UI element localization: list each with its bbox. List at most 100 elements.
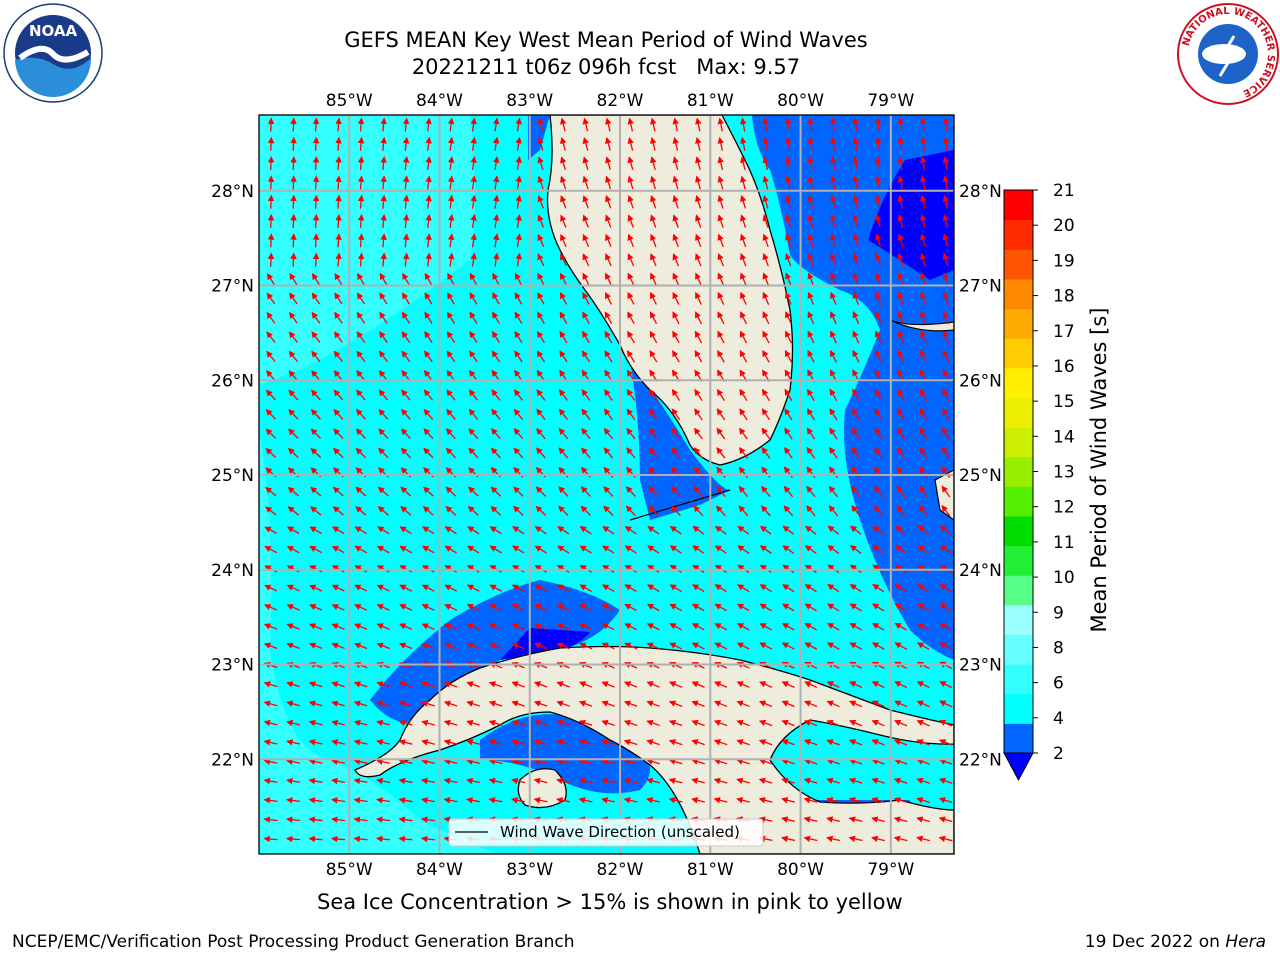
wind-wave-arrow	[717, 156, 724, 171]
wind-wave-arrow	[308, 739, 323, 746]
wind-wave-arrow	[623, 777, 638, 785]
wind-wave-arrow	[467, 526, 480, 535]
wind-wave-arrow	[309, 545, 323, 554]
wind-wave-arrow	[603, 408, 613, 421]
wind-wave-arrow	[737, 584, 750, 593]
wind-wave-arrow	[533, 758, 548, 765]
lon-labels-top: 85°W 84°W 83°W 82°W 81°W 80°W 79°W	[326, 91, 915, 111]
lon-tick-label: 79°W	[867, 860, 914, 880]
wind-wave-arrow	[402, 117, 410, 132]
wind-wave-arrow	[288, 389, 299, 401]
wind-wave-arrow	[826, 700, 840, 708]
wind-wave-arrow	[714, 545, 727, 554]
wind-wave-arrow	[601, 603, 615, 612]
wind-wave-arrow	[537, 253, 545, 267]
wind-wave-arrow	[265, 486, 277, 497]
wind-wave-arrow	[942, 136, 950, 151]
wind-wave-arrow	[872, 603, 885, 612]
wind-wave-arrow	[335, 194, 342, 209]
wind-wave-arrow	[263, 642, 278, 649]
wind-wave-arrow	[717, 136, 724, 151]
wind-wave-arrow	[288, 370, 299, 382]
wind-wave-arrow	[875, 291, 882, 305]
wind-wave-arrow	[331, 545, 345, 554]
wind-wave-arrow	[265, 428, 277, 439]
wind-wave-arrow	[875, 330, 882, 344]
wind-wave-arrow	[849, 584, 862, 593]
wind-wave-arrow	[425, 252, 432, 267]
wind-wave-arrow	[626, 447, 636, 459]
wind-wave-arrow	[785, 311, 792, 325]
wind-wave-arrow	[560, 253, 567, 267]
wind-wave-arrow	[398, 777, 413, 785]
wind-wave-arrow	[356, 370, 366, 382]
wind-wave-arrow	[401, 389, 411, 401]
wind-wave-arrow	[556, 623, 570, 631]
wind-wave-arrow	[740, 156, 747, 171]
wind-wave-arrow	[376, 758, 390, 765]
wind-wave-arrow	[467, 505, 479, 516]
wave-field-2-4-gulf	[370, 580, 620, 723]
wind-wave-arrow	[357, 156, 365, 171]
wind-wave-arrow	[826, 758, 840, 765]
wind-wave-arrow	[693, 485, 704, 498]
wind-wave-arrow	[334, 292, 343, 305]
wind-wave-arrow	[380, 213, 387, 229]
wind-wave-arrow	[650, 175, 657, 190]
wind-wave-arrow	[354, 623, 368, 630]
wind-wave-arrow	[536, 350, 546, 363]
wind-wave-arrow	[444, 642, 458, 650]
wind-wave-arrow	[671, 388, 681, 401]
wind-wave-arrow	[695, 214, 702, 228]
wind-wave-arrow	[627, 117, 634, 132]
wind-wave-arrow	[311, 292, 321, 305]
colorbar-swatch	[1004, 545, 1033, 576]
wind-wave-arrow	[308, 758, 323, 765]
wind-wave-arrow	[492, 272, 500, 286]
wind-wave-arrow	[941, 504, 951, 517]
wind-wave-arrow	[694, 408, 703, 421]
wind-wave-arrow	[333, 370, 344, 382]
wind-wave-arrow	[514, 311, 523, 324]
wind-wave-arrow	[308, 719, 323, 727]
wind-wave-arrow	[850, 857, 863, 860]
wind-wave-arrow	[895, 525, 907, 535]
wind-wave-arrow	[488, 739, 503, 746]
wind-wave-arrow	[398, 642, 413, 650]
wind-wave-arrow	[781, 623, 795, 631]
wind-wave-arrow	[917, 603, 930, 612]
wind-wave-arrow	[356, 292, 366, 305]
wind-wave-arrow	[290, 213, 297, 229]
wind-wave-arrow	[490, 858, 503, 859]
wind-wave-arrow	[897, 233, 904, 248]
wind-wave-arrow	[920, 175, 927, 190]
colorbar-under-extension	[1003, 752, 1034, 782]
wind-wave-arrow	[513, 389, 523, 401]
wind-wave-arrow	[312, 233, 320, 248]
wind-wave-arrow	[353, 681, 368, 688]
wind-wave-arrow	[421, 584, 435, 592]
wind-wave-arrow	[401, 331, 411, 344]
wind-wave-arrow	[444, 584, 458, 592]
wind-wave-arrow	[559, 350, 568, 363]
wind-wave-arrow	[626, 388, 636, 401]
wind-wave-arrow	[511, 758, 525, 765]
wind-wave-arrow	[289, 273, 298, 286]
wind-wave-arrow	[466, 604, 480, 611]
wind-wave-arrow	[762, 117, 770, 132]
wind-wave-arrow	[424, 292, 433, 305]
wind-wave-arrow	[511, 719, 525, 727]
wind-wave-arrow	[330, 835, 346, 843]
wind-wave-arrow	[533, 719, 548, 727]
wind-wave-arrow	[897, 136, 905, 151]
wind-wave-arrow	[849, 700, 863, 708]
wind-wave-arrow	[785, 233, 792, 248]
wind-wave-arrow	[266, 273, 276, 286]
wind-wave-arrow	[402, 233, 410, 248]
wind-wave-arrow	[605, 117, 612, 132]
wind-wave-arrow	[537, 156, 544, 170]
wind-wave-arrow	[939, 544, 952, 555]
wind-wave-arrow	[266, 370, 276, 382]
wind-wave-arrow	[762, 388, 770, 402]
wind-wave-arrow	[444, 526, 457, 535]
